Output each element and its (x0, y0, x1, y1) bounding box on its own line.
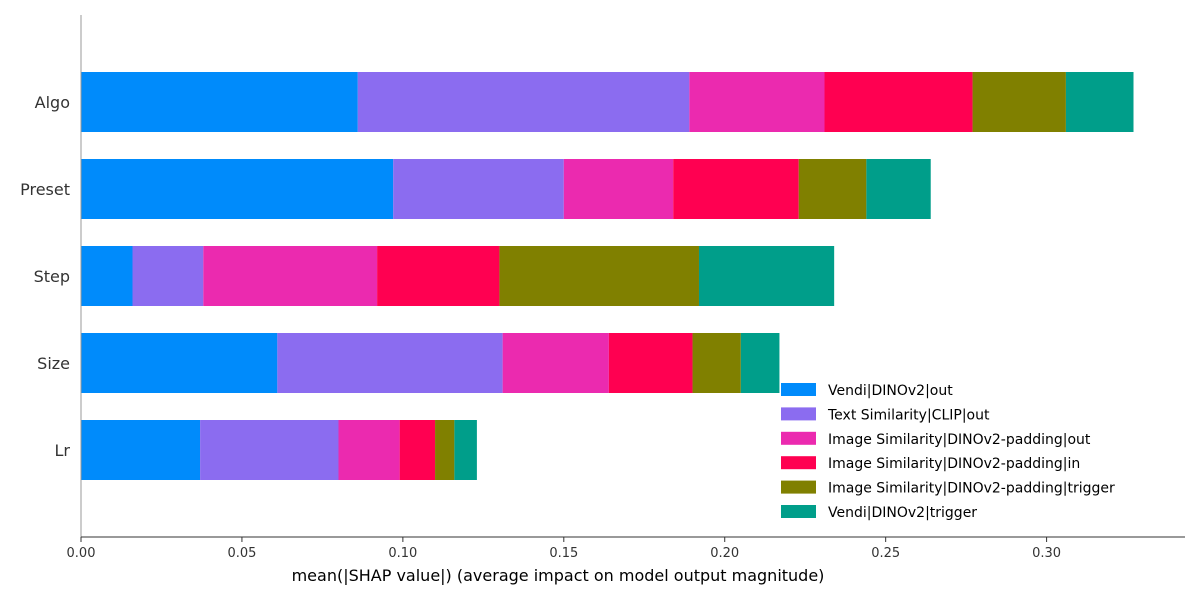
bar-size-series-2 (502, 333, 609, 393)
legend-swatch (781, 407, 816, 421)
bar-lr-series-0 (81, 420, 201, 480)
bar-algo-series-5 (1065, 72, 1134, 132)
bar-preset-series-2 (563, 159, 674, 219)
legend-swatch (781, 456, 816, 470)
bar-step-series-3 (377, 246, 500, 306)
bar-preset-series-3 (673, 159, 799, 219)
legend-label: Vendi|DINOv2|out (828, 383, 953, 399)
legend-swatch (781, 431, 816, 445)
bar-algo-series-0 (81, 72, 358, 132)
x-tick-label: 0.30 (1032, 546, 1061, 561)
x-tick-label: 0.00 (67, 546, 96, 561)
legend-label: Text Similarity|CLIP|out (827, 407, 990, 423)
legend-label: Vendi|DINOv2|trigger (828, 505, 977, 521)
bar-lr-series-5 (454, 420, 477, 480)
category-label-lr: Lr (55, 441, 71, 460)
bar-preset-series-5 (866, 159, 931, 219)
bar-lr-series-1 (200, 420, 339, 480)
bar-size-series-5 (740, 333, 780, 393)
bar-step-series-0 (81, 246, 133, 306)
category-label-size: Size (37, 354, 70, 373)
bar-algo-series-2 (689, 72, 825, 132)
bar-size-series-1 (277, 333, 503, 393)
bar-step-series-2 (203, 246, 378, 306)
bar-algo-series-1 (357, 72, 690, 132)
bar-step-series-4 (499, 246, 699, 306)
bar-lr-series-4 (435, 420, 455, 480)
x-ticks-group: 0.00 0.05 0.10 0.15 0.20 0.25 0.30 (67, 537, 1061, 561)
category-label-preset: Preset (20, 180, 70, 199)
legend-label: Image Similarity|DINOv2-padding|out (828, 432, 1091, 448)
bar-lr-series-2 (338, 420, 400, 480)
bar-algo-series-4 (972, 72, 1066, 132)
x-tick-label: 0.05 (227, 546, 256, 561)
x-tick-label: 0.20 (710, 546, 739, 561)
bar-step-series-1 (132, 246, 204, 306)
legend-swatch (781, 383, 816, 396)
bar-size-series-3 (608, 333, 693, 393)
legend: Vendi|DINOv2|out Text Similarity|CLIP|out… (781, 383, 1115, 521)
category-labels-group: Algo Preset Step Size Lr (20, 93, 70, 460)
bar-size-series-0 (81, 333, 278, 393)
bars-group (81, 72, 1134, 480)
x-tick-label: 0.25 (871, 546, 900, 561)
bar-size-series-4 (692, 333, 741, 393)
legend-swatch (781, 505, 816, 518)
bar-lr-series-3 (399, 420, 436, 480)
bar-preset-series-0 (81, 159, 394, 219)
category-label-algo: Algo (35, 93, 70, 112)
bar-algo-series-3 (824, 72, 973, 132)
legend-label: Image Similarity|DINOv2-padding|in (828, 456, 1080, 472)
x-axis-title: mean(|SHAP value|) (average impact on mo… (292, 566, 825, 585)
x-tick-label: 0.15 (549, 546, 578, 561)
legend-label: Image Similarity|DINOv2-padding|trigger (828, 481, 1115, 497)
x-tick-label: 0.10 (388, 546, 417, 561)
bar-step-series-5 (698, 246, 835, 306)
legend-swatch (781, 480, 816, 494)
category-label-step: Step (34, 267, 70, 286)
bar-preset-series-1 (393, 159, 564, 219)
bar-preset-series-4 (798, 159, 867, 219)
